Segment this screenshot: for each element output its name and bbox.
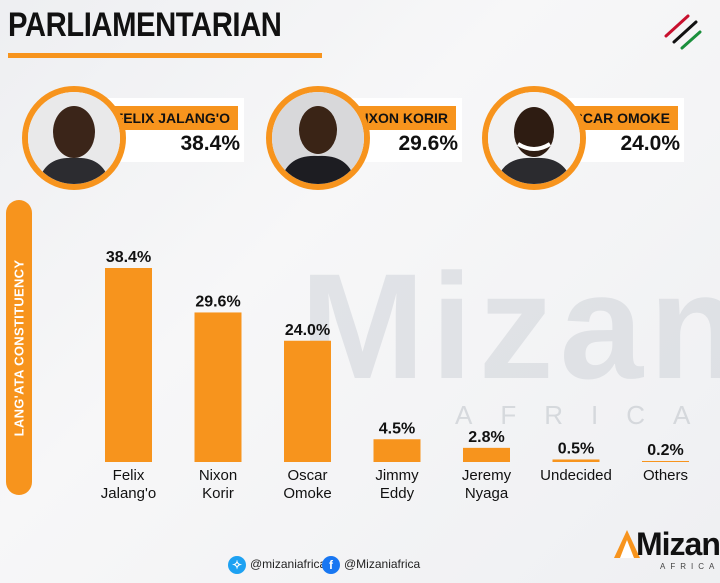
- logo-subword: AFRICA: [660, 562, 720, 571]
- twitter-icon: ✧: [228, 555, 246, 574]
- bar-3: [373, 439, 421, 462]
- category-label: Felix: [113, 467, 145, 484]
- category-label: Eddy: [380, 485, 415, 502]
- logo-word: Mizani: [636, 526, 720, 562]
- bar-2: [284, 340, 331, 462]
- watermark-subtext: AFRICA: [455, 400, 719, 430]
- category-label: Jeremy: [462, 467, 512, 484]
- watermark-text: Mizani: [300, 242, 720, 410]
- facebook-handle[interactable]: f @Mizaniafrica: [322, 553, 420, 575]
- candidate-card-2: NIXON KORIR 29.6%: [242, 86, 462, 194]
- brand-logo: Mizani AFRICA: [612, 524, 720, 580]
- page-title: PARLIAMENTARIAN: [8, 6, 282, 44]
- constituency-label: LANG'ATA CONSTITUENCY: [6, 200, 32, 495]
- category-label: Korir: [202, 485, 234, 502]
- scale-icon: [614, 530, 640, 558]
- category-label: Jalang'o: [101, 485, 156, 502]
- bar-value-label: 29.6%: [195, 293, 240, 310]
- category-label: Omoke: [283, 485, 331, 502]
- bar-value-label: 0.5%: [558, 440, 594, 457]
- person-avatar-icon: [28, 92, 120, 184]
- candidate-photo: [482, 86, 586, 190]
- bar-1: [194, 312, 242, 462]
- person-avatar-icon: [488, 92, 580, 184]
- facebook-handle-text: @Mizaniafrica: [344, 557, 421, 571]
- category-label: Others: [643, 467, 688, 484]
- bar-4: [463, 447, 510, 462]
- bar-6: [642, 460, 689, 462]
- bar-value-label: 0.2%: [647, 442, 683, 459]
- bar-value-label: 4.5%: [379, 420, 415, 437]
- category-label: Nixon: [199, 467, 237, 484]
- category-label: Nyaga: [465, 485, 509, 502]
- candidate-percent: 24.0%: [620, 132, 680, 155]
- category-label: Jimmy: [375, 467, 419, 484]
- category-label: Oscar: [287, 467, 327, 484]
- candidate-photo: [22, 86, 126, 190]
- title-underline: [8, 53, 322, 58]
- candidate-card-1: FELIX JALANG'O 38.4%: [22, 86, 244, 194]
- facebook-icon: f: [322, 555, 340, 574]
- kenya-stripes-icon: [664, 14, 702, 50]
- candidate-photo: [266, 86, 370, 190]
- person-avatar-icon: [272, 92, 364, 184]
- bar-5: [552, 459, 600, 462]
- twitter-handle-text: @mizaniafrica: [250, 557, 327, 571]
- category-label: Undecided: [540, 467, 612, 484]
- bar-0: [105, 268, 152, 462]
- candidate-percent: 38.4%: [180, 132, 240, 155]
- candidate-percent: 29.6%: [398, 132, 458, 155]
- bar-value-label: 38.4%: [106, 249, 151, 266]
- candidate-card-3: OSCAR OMOKE 24.0%: [466, 86, 684, 194]
- bar-value-label: 24.0%: [285, 322, 330, 339]
- bar-value-label: 2.8%: [468, 429, 504, 446]
- twitter-handle[interactable]: ✧ @mizaniafrica: [228, 553, 326, 575]
